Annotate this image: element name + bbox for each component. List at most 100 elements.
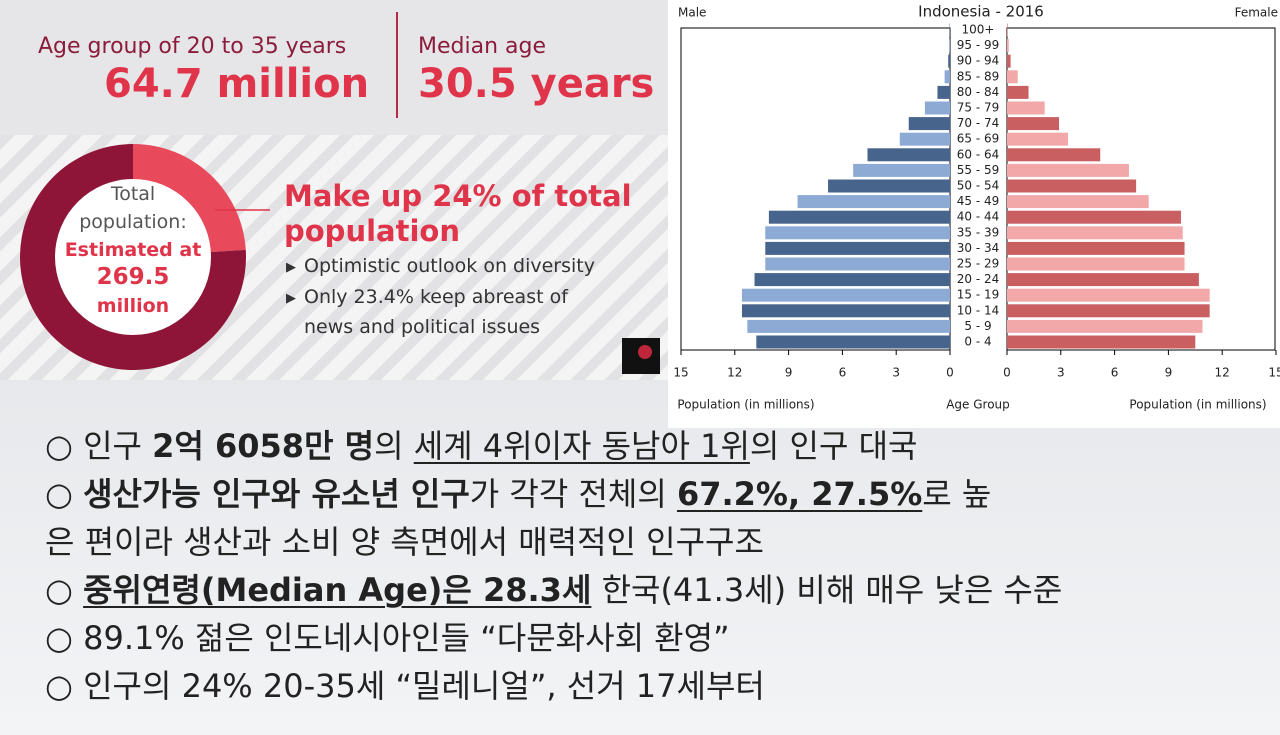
left-label: Male	[678, 6, 706, 20]
male-bar	[741, 288, 950, 302]
male-bar	[741, 304, 950, 318]
age-group-label: 55 - 59	[957, 163, 1000, 177]
female-bar	[1007, 335, 1196, 349]
age-group-label: 15 - 19	[957, 288, 1000, 302]
x-tick-label: 3	[892, 366, 900, 380]
donut-text: million	[97, 295, 169, 317]
age-group-label: 25 - 29	[957, 257, 1000, 271]
female-bar	[1007, 70, 1018, 84]
note-text: 가 각각 전체의	[469, 475, 677, 513]
headline: population	[284, 214, 460, 248]
age-group-label: Age group of 20 to 35 years	[38, 34, 346, 59]
male-bar	[754, 273, 950, 287]
note-text: ○ 인구의 24% 20-35세 “밀레니얼”, 선거 17세부터	[45, 667, 765, 705]
male-bar	[765, 241, 950, 255]
note-text: ○ 89.1% 젊은 인도네시아인들 “다문화사회 환영”	[45, 619, 730, 657]
age-group-label: 20 - 24	[957, 272, 1000, 286]
age-group-label: 5 - 9	[964, 319, 991, 333]
age-group-label: 85 - 89	[957, 69, 1000, 83]
female-bar	[1007, 195, 1149, 209]
female-bar	[1007, 132, 1068, 146]
age-group-label: 60 - 64	[957, 147, 1000, 161]
note-text: 의	[374, 427, 414, 465]
x-tick-label: 6	[839, 366, 847, 380]
chart-title: Indonesia - 2016	[918, 3, 1044, 21]
x-tick-label: 9	[1165, 366, 1173, 380]
x-tick-label: 9	[785, 366, 793, 380]
x-tick-label: 12	[727, 366, 742, 380]
age-group-label: 70 - 74	[957, 116, 1000, 130]
male-bar	[867, 148, 950, 162]
infographic: Age group of 20 to 35 years 64.7 million…	[0, 0, 668, 380]
male-bar	[944, 70, 950, 84]
x-axis-label: Population (in millions)	[677, 398, 814, 412]
x-tick-label: 0	[946, 366, 954, 380]
female-bar	[1007, 226, 1183, 240]
female-bar	[1007, 257, 1185, 271]
note-text: 생산가능 인구와 유소년 인구	[83, 475, 470, 513]
donut-text: population:	[79, 211, 187, 233]
female-bar	[1007, 304, 1210, 318]
age-group-label: 35 - 39	[957, 225, 1000, 239]
male-bar	[797, 195, 950, 209]
note-text: 중위연령(Median Age)은 28.3세	[83, 571, 592, 609]
male-bar	[937, 85, 950, 99]
note-text: ○	[45, 571, 84, 609]
female-bar	[1007, 179, 1137, 193]
population-pyramid: Male Indonesia - 2016 Female Population …	[668, 0, 1280, 428]
median-label: Median age	[418, 34, 546, 59]
female-bar	[1007, 54, 1011, 68]
x-tick-label: 0	[1003, 366, 1011, 380]
right-label: Female	[1235, 6, 1278, 20]
male-bar	[899, 132, 950, 146]
note-text: 로 높	[922, 475, 992, 513]
svg-text:▶: ▶	[286, 291, 296, 306]
median-value: 30.5 years	[418, 61, 654, 107]
age-group-label: 100+	[962, 23, 995, 37]
male-bar	[948, 54, 950, 68]
age-group-label: 45 - 49	[957, 194, 1000, 208]
age-group-label: 50 - 54	[957, 179, 1000, 193]
donut-text: Estimated at	[65, 239, 202, 261]
x-tick-label: 3	[1057, 366, 1065, 380]
female-bar	[1007, 288, 1210, 302]
note-text: 한국(41.3세) 비해 매우 낮은 수준	[591, 571, 1063, 609]
male-bar	[908, 117, 950, 131]
note-text: ○	[45, 475, 84, 513]
age-group-label: 10 - 14	[957, 303, 1000, 317]
x-tick-label: 15	[1268, 366, 1280, 380]
male-bar	[853, 163, 950, 177]
age-group-value: 64.7 million	[104, 61, 369, 107]
note-line: ○ 89.1% 젊은 인도네시아인들 “다문화사회 환영”	[45, 614, 1062, 662]
female-bar	[1007, 85, 1029, 99]
note-text: 의 인구 대국	[749, 427, 918, 465]
bullet: news and political issues	[304, 316, 540, 338]
bullet: Optimistic outlook on diversity	[304, 255, 595, 277]
age-group-label: 75 - 79	[957, 101, 1000, 115]
female-bar	[1007, 241, 1185, 255]
donut-text: 269.5	[97, 264, 170, 290]
note-line: ○ 중위연령(Median Age)은 28.3세 한국(41.3세) 비해 매…	[45, 566, 1062, 614]
male-bar	[765, 226, 950, 240]
svg-text:▶: ▶	[286, 260, 296, 275]
male-bar	[747, 319, 950, 333]
bullet: Only 23.4% keep abreast of	[304, 286, 569, 308]
note-text: ○ 인구	[45, 427, 153, 465]
note-line: ○ 생산가능 인구와 유소년 인구가 각각 전체의 67.2%, 27.5%로 …	[45, 470, 1062, 518]
note-line: ○ 인구 2억 6058만 명의 세계 4위이자 동남아 1위의 인구 대국	[45, 422, 1062, 470]
note-text: 67.2%, 27.5%	[676, 475, 923, 513]
x-axis-label: Population (in millions)	[1129, 398, 1266, 412]
female-bar	[1007, 273, 1199, 287]
x-tick-label: 15	[673, 366, 688, 380]
age-group-label: 30 - 34	[957, 241, 1000, 255]
donut-text: Total	[110, 183, 155, 205]
age-group-label: 65 - 69	[957, 132, 1000, 146]
female-bar	[1007, 163, 1129, 177]
male-bar	[828, 179, 950, 193]
note-line: ○ 인구의 24% 20-35세 “밀레니얼”, 선거 17세부터	[45, 662, 1062, 710]
female-bar	[1007, 101, 1045, 115]
age-group-label: 80 - 84	[957, 85, 1000, 99]
age-group-label: 0 - 4	[964, 335, 991, 349]
age-group-label: 90 - 94	[957, 54, 1000, 68]
